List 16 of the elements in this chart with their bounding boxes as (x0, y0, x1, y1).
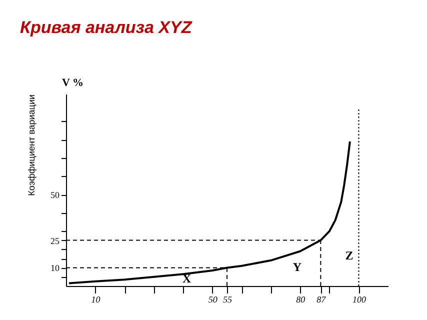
x-tick-label: 87 (316, 294, 326, 304)
line-series (68, 140, 351, 284)
text: V % (62, 77, 84, 89)
x-tick-label: 10 (91, 294, 101, 304)
y-axis-title: Коэффициент вариации (26, 94, 36, 196)
y-tick-label: 10 (50, 263, 60, 274)
annotation: Z (345, 248, 354, 262)
y-tick-label: 25 (50, 236, 60, 246)
y-tick-label: 50 (50, 190, 60, 200)
x-tick-label: 50 (208, 294, 218, 304)
x-tick-label: 55 (223, 294, 232, 304)
x-tick-label: 100 (352, 294, 366, 304)
annotation: Y (292, 260, 302, 274)
x-tick-label: 80 (296, 294, 306, 304)
annotation: X (182, 271, 192, 286)
chart-title: Кривая анализа XYZ (20, 18, 192, 37)
